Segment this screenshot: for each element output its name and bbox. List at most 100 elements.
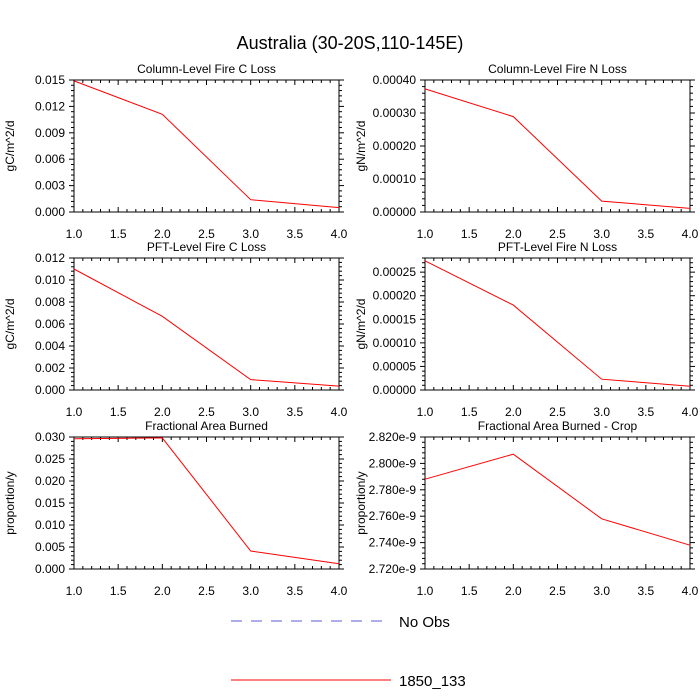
x-tick-label: 3.0 (242, 405, 259, 419)
plot-frame (73, 79, 340, 213)
x-tick-label: 2.0 (154, 405, 171, 419)
panel-title: Column-Level Fire C Loss (137, 62, 276, 76)
series-line (424, 453, 691, 546)
panel-title: Fractional Area Burned (145, 419, 268, 433)
x-tick-label: 1.5 (110, 227, 127, 241)
y-tick-label: 0.00010 (373, 336, 417, 350)
chart-panel: 1.0 1.5 2.0 2.5 3.0 3.5 4.0 0.00000 0.00005 0.000… (354, 240, 699, 419)
y-tick-label: 0.000 (35, 562, 65, 576)
x-tick-label: 2.5 (549, 227, 566, 241)
x-tick-label: 2.5 (198, 227, 215, 241)
panel-title: Fractional Area Burned - Crop (478, 419, 638, 433)
series-line (73, 437, 340, 565)
legend-label-no-obs: No Obs (399, 614, 450, 631)
y-axis-label: proportion/y (3, 471, 17, 534)
x-tick-label: 2.0 (505, 584, 522, 598)
x-tick-label: 3.0 (242, 584, 259, 598)
x-tick-label: 2.0 (505, 405, 522, 419)
y-tick-label: 0.006 (35, 317, 65, 331)
x-tick-label: 3.0 (593, 227, 610, 241)
y-tick-label: 0.00025 (373, 265, 417, 279)
plot-frame (424, 79, 691, 213)
x-tick-label: 1.0 (417, 405, 434, 419)
y-axis-label: gN/m^2/d (354, 299, 368, 350)
y-tick-label: 0.002 (35, 361, 65, 375)
x-tick-label: 2.5 (549, 584, 566, 598)
y-tick-label: 0.004 (35, 339, 65, 353)
x-tick-label: 3.5 (637, 584, 654, 598)
x-tick-label: 4.0 (682, 227, 699, 241)
y-tick-label: 0.000 (35, 205, 65, 219)
y-tick-label: 0.00005 (373, 359, 417, 373)
plot-frame (73, 257, 340, 391)
y-tick-label: 2.800e-9 (369, 456, 417, 470)
x-tick-label: 1.0 (66, 584, 83, 598)
y-tick-label: 0.009 (35, 126, 65, 140)
x-tick-label: 3.5 (286, 405, 303, 419)
x-tick-label: 2.0 (154, 584, 171, 598)
series-line (424, 88, 691, 209)
x-tick-label: 2.5 (198, 405, 215, 419)
y-axis-label: gC/m^2/d (3, 121, 17, 172)
x-tick-label: 3.0 (593, 405, 610, 419)
x-tick-label: 1.0 (417, 584, 434, 598)
x-tick-label: 1.5 (110, 584, 127, 598)
y-tick-label: 0.030 (35, 430, 65, 444)
x-tick-label: 1.0 (66, 227, 83, 241)
panel-title: PFT-Level Fire C Loss (147, 240, 266, 254)
chart-panel: 1.0 1.5 2.0 2.5 3.0 3.5 4.0 0.000 0.002 0.004 0.00… (3, 240, 348, 419)
y-tick-label: 2.780e-9 (369, 483, 417, 497)
plot-frame (424, 257, 691, 391)
x-tick-label: 4.0 (331, 227, 348, 241)
y-tick-label: 0.012 (35, 99, 65, 113)
y-tick-label: 0.00010 (373, 172, 417, 186)
x-tick-label: 1.5 (110, 405, 127, 419)
y-tick-label: 0.00030 (373, 106, 417, 120)
legend: No Obs 1850_133 (231, 614, 466, 690)
x-tick-label: 1.5 (461, 405, 478, 419)
x-tick-label: 1.5 (461, 584, 478, 598)
x-tick-label: 4.0 (682, 584, 699, 598)
y-tick-label: 2.820e-9 (369, 430, 417, 444)
y-tick-label: 2.720e-9 (369, 562, 417, 576)
x-tick-label: 1.5 (461, 227, 478, 241)
y-axis-label: proportion/y (354, 471, 368, 534)
x-tick-label: 3.5 (286, 584, 303, 598)
series-line (424, 260, 691, 387)
y-tick-label: 0.00015 (373, 312, 417, 326)
x-tick-label: 2.5 (549, 405, 566, 419)
chart-panel: 1.0 1.5 2.0 2.5 3.0 3.5 4.0 0.000 0.005 0.010 0.01… (3, 419, 348, 598)
x-tick-label: 1.0 (66, 405, 83, 419)
y-tick-label: 0.012 (35, 251, 65, 265)
y-tick-label: 0.008 (35, 295, 65, 309)
y-tick-label: 0.003 (35, 179, 65, 193)
y-tick-label: 0.00000 (373, 383, 417, 397)
y-tick-label: 0.00000 (373, 205, 417, 219)
y-tick-label: 0.000 (35, 383, 65, 397)
y-axis-label: gN/m^2/d (354, 121, 368, 172)
legend-label-1850-133: 1850_133 (399, 673, 466, 690)
series-line (73, 80, 340, 209)
x-tick-label: 3.0 (593, 584, 610, 598)
figure-title: Australia (30-20S,110-145E) (237, 33, 464, 53)
y-tick-label: 0.015 (35, 73, 65, 87)
x-tick-label: 2.5 (198, 584, 215, 598)
y-tick-label: 2.760e-9 (369, 509, 417, 523)
x-tick-label: 4.0 (682, 405, 699, 419)
y-tick-label: 0.020 (35, 474, 65, 488)
x-tick-label: 4.0 (331, 405, 348, 419)
series-line (73, 268, 340, 387)
x-tick-label: 3.5 (286, 227, 303, 241)
panel-title: PFT-Level Fire N Loss (498, 240, 617, 254)
y-tick-label: 0.005 (35, 540, 65, 554)
y-tick-label: 0.010 (35, 518, 65, 532)
chart-panel: 1.0 1.5 2.0 2.5 3.0 3.5 4.0 2.720e-9 2.740e-9 2.7… (354, 419, 699, 598)
y-tick-label: 0.00020 (373, 289, 417, 303)
chart-panel: 1.0 1.5 2.0 2.5 3.0 3.5 4.0 0.00000 0.00010 0.000… (354, 62, 699, 241)
y-tick-label: 0.010 (35, 273, 65, 287)
y-tick-label: 0.015 (35, 496, 65, 510)
x-tick-label: 4.0 (331, 584, 348, 598)
y-axis-label: gC/m^2/d (3, 299, 17, 350)
y-tick-label: 0.006 (35, 152, 65, 166)
